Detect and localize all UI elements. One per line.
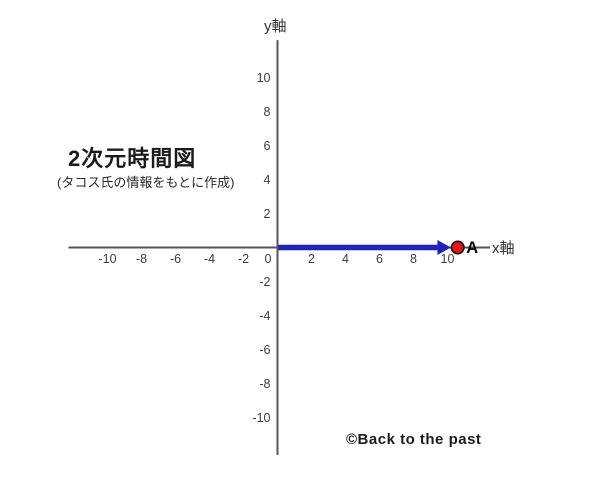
point-marker <box>450 240 465 255</box>
x-tick-label: 6 <box>376 252 383 266</box>
x-tick-label: -6 <box>170 252 181 266</box>
vector-arrow-head <box>437 240 451 255</box>
y-tick-label: -8 <box>259 377 270 391</box>
x-tick-label: 4 <box>342 252 349 266</box>
x-axis-title: x軸 <box>492 240 515 257</box>
point-label: A <box>466 239 478 257</box>
y-tick-label: 10 <box>257 71 271 85</box>
y-tick-label: 4 <box>264 173 271 187</box>
y-tick-label: 6 <box>264 139 271 153</box>
y-axis-title: y軸 <box>264 18 287 35</box>
y-tick-label: -4 <box>259 309 270 323</box>
y-tick-label: 8 <box>264 105 271 119</box>
chart-subtitle: (タコス氏の情報をもとに作成) <box>57 175 235 190</box>
x-tick-label: -10 <box>98 252 116 266</box>
chart-title: 2次元時間図 <box>68 146 197 171</box>
y-tick-label: -10 <box>252 411 270 425</box>
x-tick-label: 0 <box>265 252 272 266</box>
y-tick-label: 2 <box>264 207 271 221</box>
x-tick-label: -8 <box>136 252 147 266</box>
x-tick-label: 8 <box>410 252 417 266</box>
x-tick-label: 10 <box>441 252 455 266</box>
x-tick-label: -2 <box>238 252 249 266</box>
y-tick-label: -2 <box>259 275 270 289</box>
watermark: ©Back to the past <box>346 431 482 448</box>
x-tick-label: 2 <box>308 252 315 266</box>
x-tick-label: -4 <box>204 252 215 266</box>
y-tick-label: -6 <box>259 343 270 357</box>
